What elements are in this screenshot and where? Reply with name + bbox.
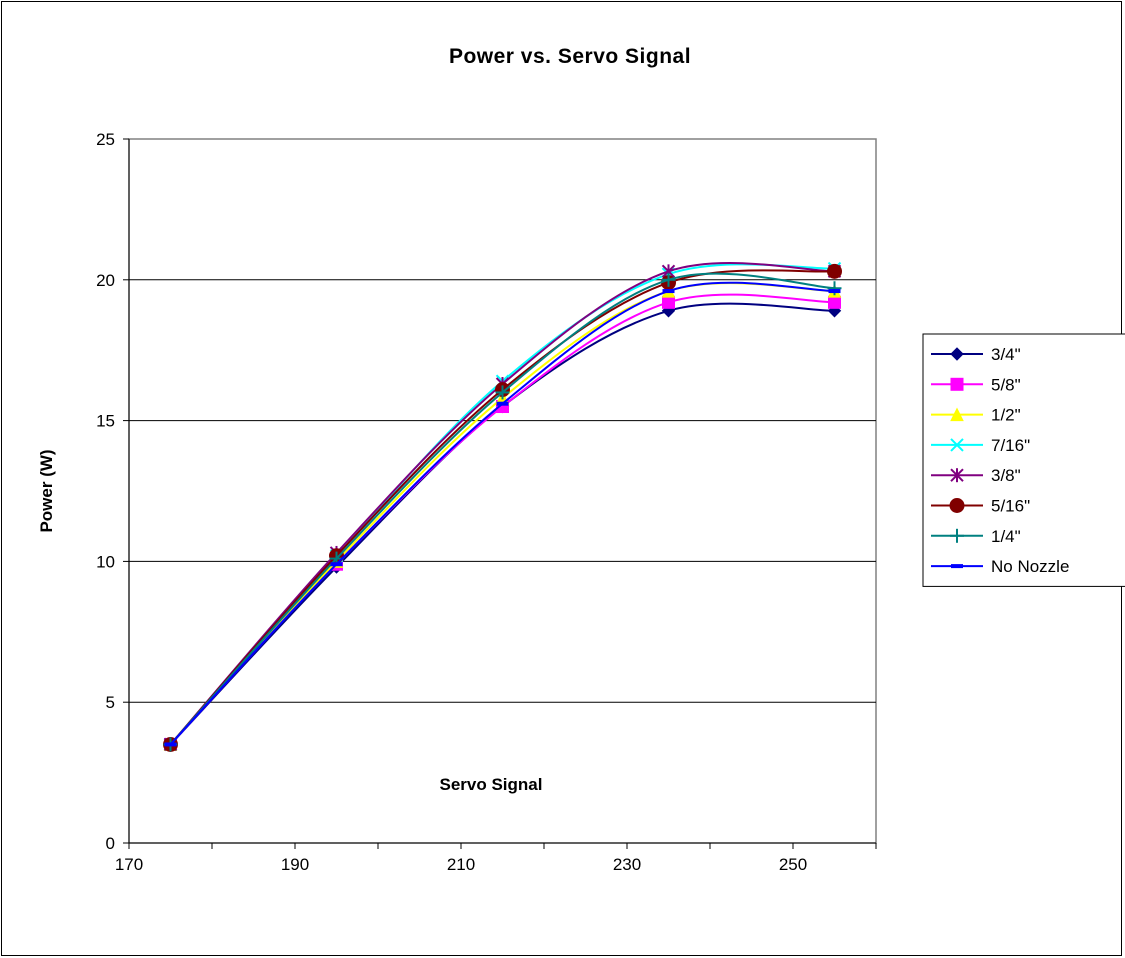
legend: 3/4" 5/8" 1/2" 7/16" 3/8" 5/16" 1/4" No Nozzle: [922, 333, 1125, 587]
data-point: [496, 401, 509, 406]
y-tick-label: 5: [106, 693, 115, 712]
legend-box: [922, 333, 1125, 587]
legend-marker: [950, 377, 964, 391]
data-point: [330, 562, 343, 567]
y-tick-label: 20: [96, 271, 115, 290]
legend-label: 1/2": [991, 406, 1021, 425]
legend-marker: [950, 528, 964, 543]
series-line: [169, 272, 835, 746]
y-tick-label: 15: [96, 412, 115, 431]
legend-label: No Nozzle: [991, 557, 1069, 576]
data-point: [828, 289, 841, 294]
y-axis-title: Power (W): [37, 449, 56, 532]
legend-marker: [950, 468, 964, 483]
legend-marker: [949, 498, 965, 513]
y-tick-label: 0: [106, 834, 115, 853]
data-point: [828, 295, 841, 309]
legend-label: 7/16": [991, 436, 1030, 455]
legend-marker: [950, 407, 964, 422]
x-tick-label: 230: [613, 855, 641, 874]
data-point: [662, 289, 675, 294]
series-line: [169, 281, 835, 746]
legend-entry: 3/8": [931, 466, 1021, 485]
legend-entry: 5/8": [931, 375, 1021, 394]
data-point: [164, 742, 177, 747]
legend-marker: [950, 438, 964, 452]
x-axis-title: Servo Signal: [440, 775, 543, 794]
data-point: [495, 385, 510, 400]
x-tick-label: 210: [447, 855, 475, 874]
chart-title: Power vs. Servo Signal: [449, 45, 691, 68]
legend-marker: [951, 564, 963, 569]
legend-label: 1/4": [991, 527, 1021, 546]
legend-entry: 1/4": [931, 527, 1021, 546]
legend-label: 5/16": [991, 497, 1030, 516]
data-point: [827, 263, 842, 279]
legend-label: 3/4": [991, 345, 1021, 364]
data-point: [662, 295, 675, 309]
data-point: [661, 272, 676, 287]
legend-entry: 7/16": [931, 436, 1030, 455]
legend-entry: No Nozzle: [931, 557, 1069, 576]
legend-entry: 1/2": [931, 406, 1021, 425]
legend-entry: 3/4": [931, 345, 1021, 364]
legend-entry: 5/16": [931, 497, 1030, 516]
legend-label: 3/8": [991, 466, 1021, 485]
series-group: [163, 261, 842, 752]
x-tick-label: 170: [115, 855, 143, 874]
gridlines: [129, 279, 876, 703]
legend-marker: [950, 347, 964, 361]
axes: 0 5 10 15 20 25 170 190 210 230 250: [96, 130, 877, 874]
series-7: [164, 281, 841, 747]
y-tick-label: 25: [96, 130, 115, 149]
x-tick-label: 190: [281, 855, 309, 874]
x-tick-label: 250: [779, 855, 807, 874]
legend-label: 5/8": [991, 375, 1021, 394]
y-tick-label: 10: [96, 552, 115, 571]
